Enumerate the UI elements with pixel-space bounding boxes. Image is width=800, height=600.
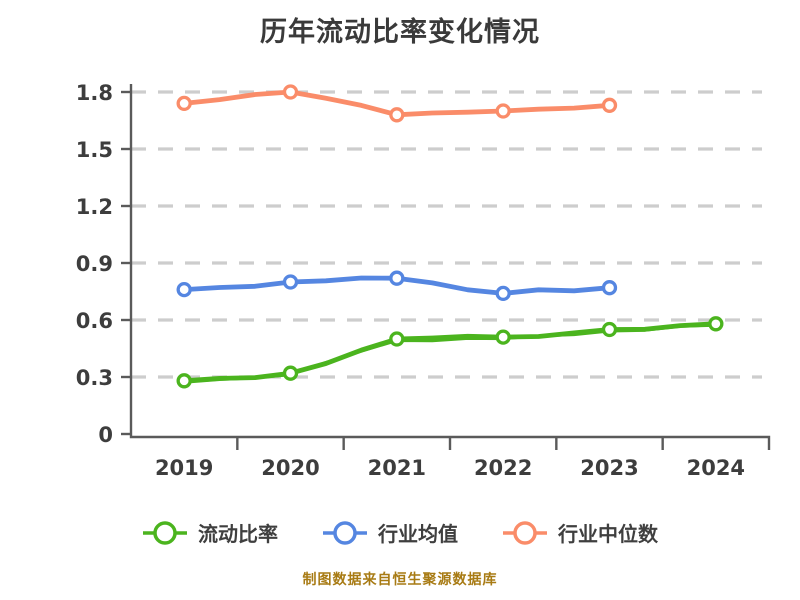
x-tick-label: 2019 — [155, 456, 213, 480]
data-point-marker — [176, 95, 192, 112]
data-source-caption: 制图数据来自恒生聚源数据库 — [302, 572, 498, 588]
y-tick-label: 0 — [98, 423, 113, 447]
y-tick-label: 1.5 — [76, 138, 113, 162]
chart-title: 历年流动比率变化情况 — [260, 17, 540, 48]
y-tick-label: 0.9 — [76, 252, 113, 276]
y-tick-label: 0.6 — [76, 309, 113, 333]
legend-marker-icon — [323, 520, 367, 545]
x-tick-label: 2021 — [368, 456, 426, 480]
axis-spine — [129, 84, 771, 450]
data-point-marker — [708, 316, 724, 332]
legend-item: 流动比率 — [142, 518, 278, 547]
x-tick-label: 2024 — [687, 456, 745, 480]
legend-item: 行业均值 — [322, 518, 458, 547]
data-point-marker — [495, 329, 511, 345]
data-point-marker — [282, 84, 299, 100]
data-point-marker — [389, 107, 405, 123]
legend-marker-icon — [143, 520, 187, 545]
data-point-marker — [389, 331, 405, 347]
series-line — [181, 321, 719, 384]
x-tick-label: 2023 — [580, 456, 638, 480]
data-point-marker — [282, 365, 299, 381]
legend-item-label: 行业均值 — [378, 522, 458, 546]
legend-item-label: 行业中位数 — [558, 522, 658, 546]
data-point-marker — [495, 103, 511, 119]
data-point-marker — [601, 321, 618, 338]
x-tick-label: 2020 — [261, 456, 319, 480]
x-tick-label: 2022 — [474, 456, 532, 480]
legend: 流动比率 行业均值 行业中位数 — [0, 518, 800, 547]
y-tick-label: 0.3 — [76, 366, 113, 390]
series-line-sketch — [182, 324, 717, 384]
data-point-marker — [389, 270, 405, 286]
legend-item-label: 流动比率 — [198, 522, 278, 546]
data-point-marker — [601, 280, 618, 296]
data-point-marker — [176, 373, 192, 389]
data-point-marker — [282, 274, 299, 290]
data-point-marker — [176, 281, 192, 298]
y-tick-label: 1.8 — [76, 81, 113, 105]
data-point-marker — [601, 97, 618, 113]
y-tick-label: 1.2 — [76, 195, 113, 219]
legend-marker-icon — [503, 520, 547, 545]
data-point-marker — [495, 285, 511, 302]
legend-item: 行业中位数 — [502, 518, 658, 547]
